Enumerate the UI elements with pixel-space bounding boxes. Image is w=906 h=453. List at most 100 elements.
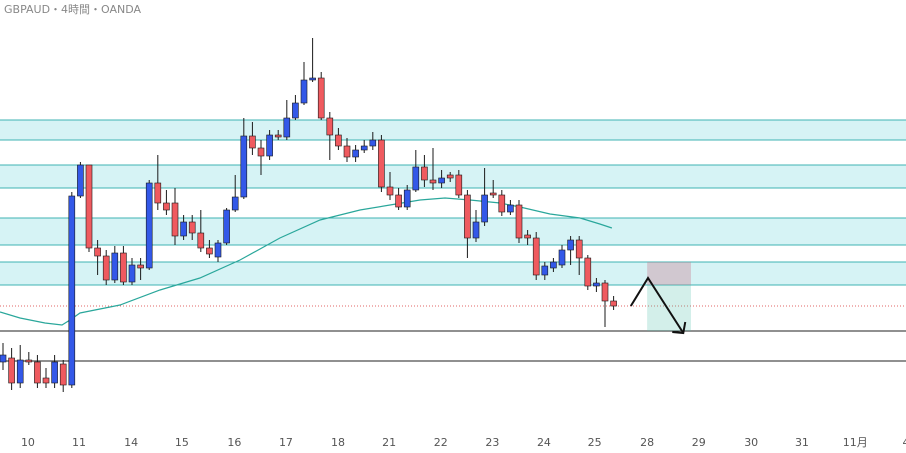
candle-body — [481, 194, 488, 223]
x-tick-label: 24 — [537, 436, 551, 449]
candle-body — [498, 194, 506, 213]
candle-body — [197, 232, 205, 249]
candle-body — [257, 147, 265, 157]
candle-body — [206, 247, 213, 255]
target-box — [647, 285, 692, 331]
candle-body — [532, 237, 540, 276]
candle-body — [429, 179, 437, 184]
candle-body — [102, 255, 110, 281]
candle-body — [154, 182, 162, 204]
candle-body — [274, 134, 282, 138]
candle-body — [584, 257, 592, 287]
zone — [0, 120, 906, 140]
x-tick-label: 4 — [903, 436, 906, 449]
projection-arrowhead — [672, 321, 687, 335]
candle-body — [16, 359, 24, 384]
candle-body — [507, 204, 514, 213]
x-tick-label: 11 — [72, 436, 86, 449]
candle-body — [42, 377, 50, 384]
x-tick-label: 29 — [692, 436, 706, 449]
candle-body — [601, 282, 609, 302]
candle-body — [300, 79, 308, 104]
candle-body — [51, 361, 58, 384]
candle-body — [171, 202, 179, 237]
x-tick-label: 14 — [124, 436, 138, 449]
plot: 10 11 14 15 16 17 18 21 22 23 24 25 28 29 30 31 11月 4 — [0, 38, 906, 449]
candle-body — [438, 177, 445, 184]
x-tick-label: 16 — [227, 436, 241, 449]
zone — [0, 262, 906, 285]
candle-body — [94, 247, 101, 257]
x-tick-label: 10 — [21, 436, 35, 449]
candle-body — [59, 363, 67, 386]
candle-body — [292, 102, 299, 119]
candle-body — [489, 192, 497, 196]
candle-body — [386, 186, 394, 196]
x-tick-label: 11月 — [843, 436, 868, 449]
candle-body — [163, 202, 170, 211]
candle-body — [240, 135, 248, 198]
candle-body — [593, 282, 600, 287]
candle-body — [77, 164, 84, 197]
candle-body — [85, 164, 93, 249]
candle-body — [412, 166, 420, 191]
x-tick-label: 30 — [744, 436, 758, 449]
candle-body — [68, 195, 76, 386]
candle-body — [343, 145, 351, 158]
candle-body — [464, 194, 471, 239]
candle-body — [309, 77, 316, 81]
candle-body — [421, 166, 428, 181]
candle-body — [558, 249, 566, 266]
candle-body — [8, 357, 15, 384]
candle-body — [231, 196, 239, 211]
candle-body — [369, 139, 377, 147]
x-tick-label: 18 — [331, 436, 345, 449]
candle-body — [25, 359, 33, 363]
candle-body — [550, 261, 557, 269]
x-tick-label: 25 — [588, 436, 602, 449]
candle-body — [137, 264, 144, 269]
x-tick-label: 22 — [434, 436, 448, 449]
candle-body — [524, 234, 531, 239]
candle-body — [403, 189, 411, 208]
x-tick-label: 21 — [382, 436, 396, 449]
x-tick-label: 31 — [795, 436, 809, 449]
x-tick-label: 23 — [485, 436, 499, 449]
candle-body — [352, 149, 359, 158]
candle-body — [541, 265, 549, 276]
x-tick-label: 15 — [175, 436, 189, 449]
chart-title: GBPAUD・4時間・OANDA — [4, 3, 142, 16]
candle-body — [111, 252, 119, 281]
candle-body — [515, 204, 523, 239]
candle-body — [223, 209, 230, 244]
candle-body — [335, 134, 342, 147]
candle-body — [575, 239, 583, 259]
candle-body — [455, 174, 463, 196]
candle-body — [283, 117, 291, 138]
candle-body — [360, 145, 368, 151]
stop-box — [647, 262, 692, 285]
candle-body — [120, 252, 127, 283]
zone — [0, 218, 906, 245]
candle-body — [128, 264, 136, 283]
candle-body — [567, 239, 574, 251]
candle-body — [326, 117, 334, 136]
candle-body — [395, 194, 402, 208]
candle-body — [34, 361, 41, 384]
candle-body — [249, 135, 256, 149]
candle-body — [610, 300, 617, 307]
candle-body — [378, 139, 385, 188]
candle-body — [180, 221, 187, 237]
candle-body — [446, 174, 454, 179]
candle-body — [214, 242, 222, 258]
candle-body — [145, 182, 153, 269]
candle-body — [266, 134, 273, 157]
x-tick-label: 17 — [279, 436, 293, 449]
projection-path — [629, 276, 685, 334]
candle-body — [188, 221, 196, 234]
moving-average — [0, 197, 613, 326]
candle-body — [0, 354, 7, 363]
x-tick-label: 28 — [640, 436, 654, 449]
candle-body — [472, 221, 480, 239]
